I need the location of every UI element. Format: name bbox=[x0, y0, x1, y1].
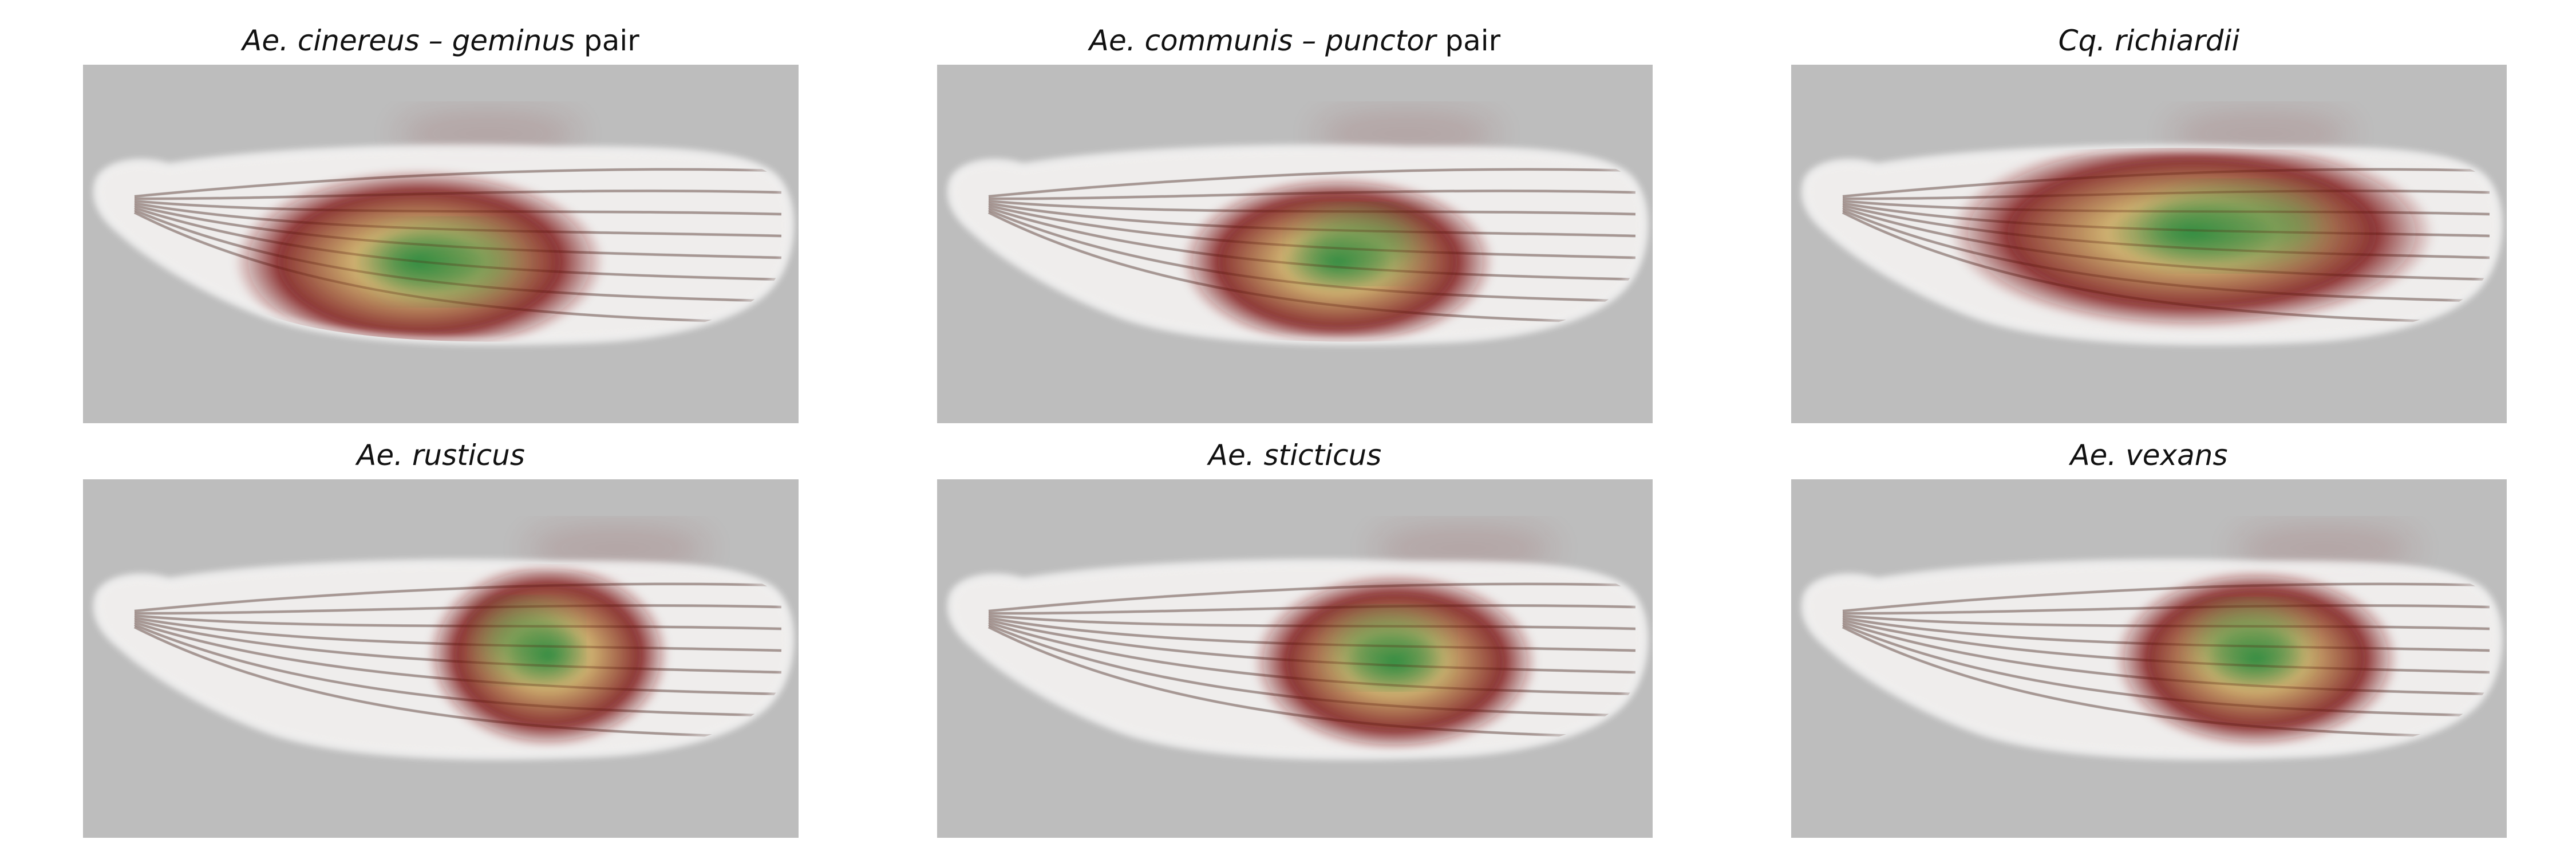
panel-title: Cq. richiardii bbox=[1791, 23, 2507, 58]
panel-title: Ae. sticticus bbox=[937, 438, 1653, 472]
wing-heatmap-image bbox=[1791, 479, 2507, 838]
species-name: Cq. richiardii bbox=[2058, 24, 2240, 57]
species-suffix: pair bbox=[1436, 24, 1501, 57]
species-suffix: pair bbox=[575, 24, 639, 57]
wing-heatmap-image bbox=[937, 479, 1653, 838]
panel-cinereus-geminus: Ae. cinereus – geminus pair bbox=[83, 24, 799, 423]
wing-heatmap-image bbox=[937, 65, 1653, 423]
panel-vexans: Ae. vexans bbox=[1791, 439, 2507, 838]
species-name: Ae. sticticus bbox=[1208, 439, 1382, 472]
species-name: Ae. communis – punctor bbox=[1089, 24, 1436, 57]
panel-title: Ae. rusticus bbox=[83, 438, 799, 472]
panel-sticticus: Ae. sticticus bbox=[937, 439, 1653, 838]
panel-richiardii: Cq. richiardii bbox=[1791, 24, 2507, 423]
species-name: Ae. cinereus – geminus bbox=[242, 24, 575, 57]
species-name: Ae. rusticus bbox=[357, 439, 525, 472]
panel-communis-punctor: Ae. communis – punctor pair bbox=[937, 24, 1653, 423]
species-name: Ae. vexans bbox=[2070, 439, 2228, 472]
wing-heatmap-image bbox=[83, 65, 799, 423]
panel-rusticus: Ae. rusticus bbox=[83, 439, 799, 838]
panel-title: Ae. vexans bbox=[1791, 438, 2507, 472]
panel-title: Ae. communis – punctor pair bbox=[937, 23, 1653, 58]
wing-heatmap-image bbox=[83, 479, 799, 838]
panel-title: Ae. cinereus – geminus pair bbox=[83, 23, 799, 58]
wing-heatmap-image bbox=[1791, 65, 2507, 423]
